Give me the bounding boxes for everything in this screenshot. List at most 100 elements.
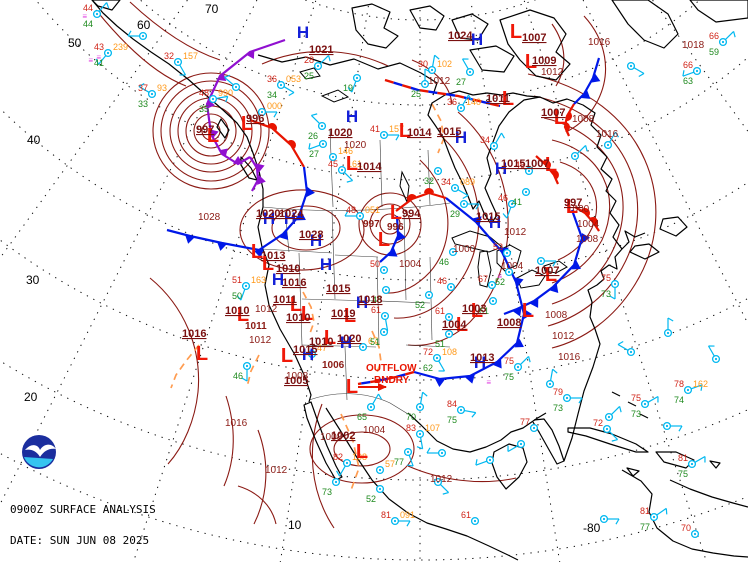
- wind-barb: [495, 132, 503, 144]
- weather-symbol: ≡: [96, 53, 101, 62]
- wind-barb-tick: [682, 70, 685, 77]
- wind-barb: [506, 206, 512, 219]
- center-pressure-value: 1015: [293, 344, 317, 356]
- station-circle-dot: [643, 402, 647, 406]
- grid-label: 20: [24, 390, 38, 404]
- station-plot: 67: [358, 336, 378, 352]
- station-circle-dot: [539, 259, 543, 263]
- station-plot: 146: [328, 146, 353, 162]
- wind-barb-tick: [336, 470, 341, 477]
- isobar: [237, 485, 277, 525]
- temperature-value: 81: [640, 506, 650, 516]
- coast-path: [407, 412, 547, 453]
- station-circle-dot: [355, 76, 359, 80]
- dewpoint-value: 29: [450, 209, 460, 219]
- border-line: [329, 129, 334, 208]
- temperature-value: 75: [601, 273, 611, 283]
- temperature-value: 61: [461, 510, 471, 520]
- station-plot: ≡: [486, 378, 491, 387]
- station-plot: [707, 345, 721, 364]
- station-circle-dot: [605, 427, 609, 431]
- dewpoint-value: 41: [512, 197, 522, 207]
- wind-barb: [419, 437, 424, 449]
- state-borders: [261, 129, 451, 415]
- wind-barb-tick: [426, 447, 431, 454]
- dewpoint-value: 62: [423, 363, 433, 373]
- station-circle-dot: [492, 144, 496, 148]
- station-pressure-value: 161: [347, 159, 362, 169]
- wind-barb-tick: [407, 464, 414, 467]
- station-plot: 46: [233, 361, 252, 382]
- center-pressure-value: 994: [402, 208, 421, 220]
- wind-barb: [519, 355, 530, 366]
- center-pressure-value: 1010: [276, 263, 300, 275]
- wind-barb: [138, 85, 150, 93]
- high-center-letter: H: [297, 23, 309, 42]
- wind-barb-tick: [733, 31, 736, 38]
- station-plot: 47: [307, 343, 327, 359]
- station-circle-dot: [505, 251, 509, 255]
- dewpoint-value: 35: [199, 104, 209, 114]
- dewpoint-value: 75: [678, 469, 688, 479]
- center-pressure-value: 1003: [462, 303, 486, 315]
- station-plot: [224, 74, 241, 92]
- coast-path: [709, 460, 721, 469]
- station-circle-dot: [524, 190, 528, 194]
- wind-barb: [475, 460, 488, 466]
- temperature-value: 66: [709, 31, 719, 41]
- station-plot: [433, 477, 450, 495]
- station-circle-dot: [532, 426, 536, 430]
- stationary-front: [384, 78, 501, 108]
- dewpoint-value: 73: [322, 487, 332, 497]
- station-plot: 61: [479, 296, 498, 316]
- low-center-letter: L: [346, 376, 358, 398]
- stationary-front-cold-segment: [357, 370, 415, 386]
- cold-front: [166, 166, 315, 258]
- center-pressure-value: 1004: [442, 319, 467, 331]
- station-plot: 41 157: [370, 124, 404, 141]
- wind-barb-tick: [416, 446, 423, 450]
- center-pressure-value: 1010: [286, 312, 310, 324]
- wind-barb: [98, 2, 108, 12]
- grid-labels: 70 60 50 40 30 20 10 -80: [24, 2, 601, 535]
- station-circle-dot: [436, 169, 440, 173]
- dewpoint-value: 19: [343, 83, 353, 93]
- station-plot: 72: [593, 418, 619, 442]
- trough-line: [170, 344, 200, 389]
- wind-barb-tick: [502, 213, 508, 219]
- wind-barb: [682, 71, 695, 77]
- temperature-value: 43: [94, 42, 104, 52]
- station-circle-dot: [451, 250, 455, 254]
- grid-label: 50: [68, 36, 82, 50]
- isobar-label: 1004: [577, 219, 600, 230]
- warm-front: [574, 206, 600, 232]
- low-center-letter: L: [281, 345, 293, 367]
- isobars: [95, 1, 657, 529]
- temperature-value: 34: [480, 135, 490, 145]
- station-pressure-value: 107: [425, 423, 440, 433]
- station-circle-dot: [435, 356, 439, 360]
- border-line: [301, 298, 378, 302]
- low-center-letter: L: [456, 314, 468, 336]
- stationary-front-warm-segment: [384, 78, 501, 108]
- low-center-letter: L: [525, 51, 537, 73]
- wind-barb-tick: [667, 317, 674, 322]
- wind-barb: [338, 465, 346, 477]
- station-plot: 77: [520, 417, 539, 433]
- station-circle-dot: [244, 284, 248, 288]
- temperature-value: 66: [683, 60, 693, 70]
- station-plot: [599, 514, 620, 525]
- station-circle-dot: [507, 270, 511, 274]
- temperature-value: 51: [232, 275, 242, 285]
- wind-barb: [633, 67, 645, 75]
- station-plot: 52≡: [495, 267, 514, 287]
- occluded-front: [205, 38, 286, 166]
- temperature-value: 28: [304, 55, 314, 65]
- wind-barb-tick: [552, 260, 557, 267]
